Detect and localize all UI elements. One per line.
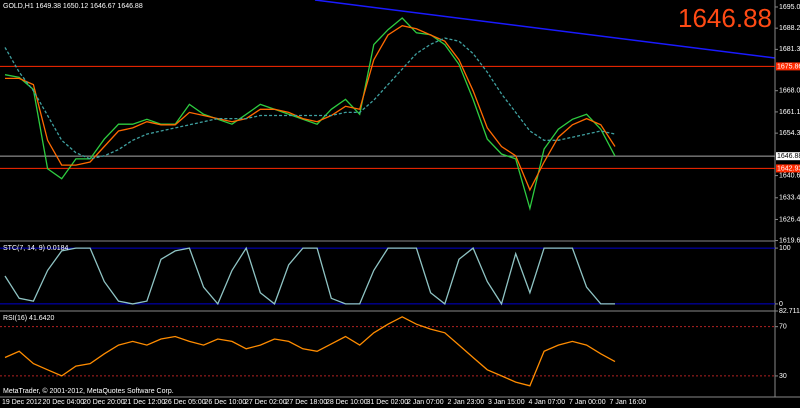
y-tick-label: 100 — [779, 245, 791, 252]
indicator-title: STC(7, 14, 9) 0.0184 — [3, 245, 68, 252]
x-tick-label: 31 Dec 02:00 — [367, 399, 409, 406]
x-tick-label: 7 Jan 00:00 — [569, 399, 606, 406]
y-tick-label: 0 — [779, 301, 783, 308]
x-tick-label: 20 Dec 20:00 — [83, 399, 125, 406]
bid-label-box — [776, 152, 800, 161]
y-tick-label: 82.7111 — [779, 308, 800, 315]
x-tick-label: 19 Dec 2012 — [2, 399, 42, 406]
price-label: 1675.86 — [777, 63, 800, 70]
x-tick-label: 2 Jan 07:00 — [407, 399, 444, 406]
price-label-box — [776, 164, 800, 173]
price-label: 1642.93 — [777, 165, 800, 172]
indicator-title: RSI(16) 41.6420 — [3, 315, 54, 322]
y-tick-label: 1668.02 — [779, 88, 800, 95]
x-tick-label: 2 Jan 23:00 — [448, 399, 485, 406]
symbol-header: GOLD,H1 1649.38 1650.12 1646.67 1646.88 — [3, 3, 143, 10]
x-tick-label: 26 Dec 10:00 — [205, 399, 247, 406]
y-tick-label: 1661.17 — [779, 109, 800, 116]
series-line — [4, 37, 616, 160]
y-tick-label: 1688.21 — [779, 25, 800, 32]
y-tick-label: 1633.45 — [779, 195, 800, 202]
x-tick-label: 28 Dec 10:00 — [326, 399, 368, 406]
series-line — [4, 17, 616, 212]
x-tick-label: 26 Dec 05:00 — [164, 399, 206, 406]
trend-line[interactable] — [314, 0, 776, 59]
y-tick-label: 1640.62 — [779, 172, 800, 179]
x-tick-label: 27 Dec 18:00 — [286, 399, 328, 406]
x-tick-label: 7 Jan 16:00 — [610, 399, 647, 406]
x-tick-label: 27 Dec 02:00 — [245, 399, 287, 406]
x-tick-label: 3 Jan 15:00 — [488, 399, 525, 406]
y-tick-label: 1654.32 — [779, 130, 800, 137]
last-price: 1646.88 — [678, 3, 772, 33]
y-tick-label: 1626.45 — [779, 216, 800, 223]
series-line — [5, 25, 616, 192]
y-tick-label: 70 — [779, 324, 787, 331]
bid-label: 1646.88 — [777, 153, 800, 160]
price-label-box — [776, 62, 800, 71]
y-tick-label: 1695.05 — [779, 4, 800, 11]
y-tick-label: 30 — [779, 373, 787, 380]
y-tick-label: 1681.36 — [779, 46, 800, 53]
x-tick-label: 21 Dec 12:00 — [124, 399, 166, 406]
x-tick-label: 20 Dec 04:00 — [43, 399, 85, 406]
y-tick-label: 1619.65 — [779, 237, 800, 244]
copyright: MetaTrader, © 2001-2012, MetaQuotes Soft… — [3, 387, 174, 395]
series-line — [4, 316, 616, 387]
x-tick-label: 4 Jan 07:00 — [529, 399, 566, 406]
series-line — [4, 246, 615, 306]
